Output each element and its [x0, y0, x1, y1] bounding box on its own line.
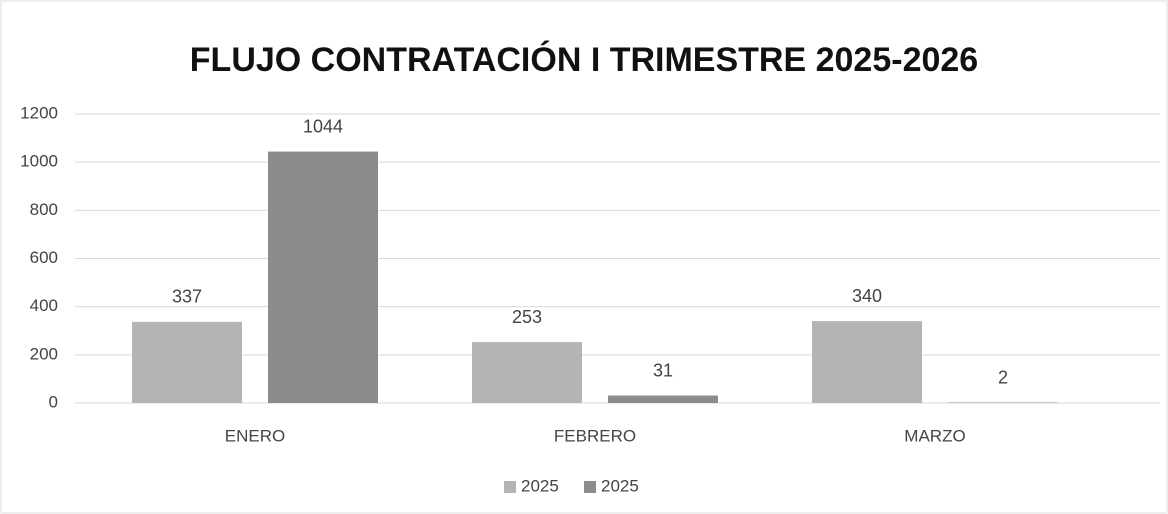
- y-tick-label: 1000: [20, 152, 58, 171]
- bar: [812, 321, 922, 403]
- x-tick-label: MARZO: [904, 426, 965, 445]
- legend-swatch: [504, 481, 516, 493]
- y-tick-label: 200: [30, 344, 58, 363]
- y-tick-label: 1200: [20, 103, 58, 122]
- value-label: 2: [998, 367, 1008, 387]
- y-tick-label: 0: [49, 392, 58, 411]
- chart-title: FLUJO CONTRATACIÓN I TRIMESTRE 2025-2026: [190, 41, 978, 79]
- bar: [472, 342, 582, 403]
- value-label: 337: [172, 287, 202, 307]
- y-tick-label: 800: [30, 200, 58, 219]
- legend-label: 2025: [521, 476, 559, 495]
- bar: [608, 395, 718, 403]
- y-tick-label: 400: [30, 296, 58, 315]
- x-tick-label: FEBRERO: [554, 426, 636, 445]
- value-label: 31: [653, 360, 673, 380]
- bar: [268, 151, 378, 403]
- x-tick-label: ENERO: [225, 426, 285, 445]
- legend-label: 2025: [601, 476, 639, 495]
- value-label: 253: [512, 307, 542, 327]
- legend-swatch: [584, 481, 596, 493]
- bar: [132, 321, 242, 403]
- y-tick-label: 600: [30, 248, 58, 267]
- value-label: 340: [852, 286, 882, 306]
- value-label: 1044: [303, 116, 343, 136]
